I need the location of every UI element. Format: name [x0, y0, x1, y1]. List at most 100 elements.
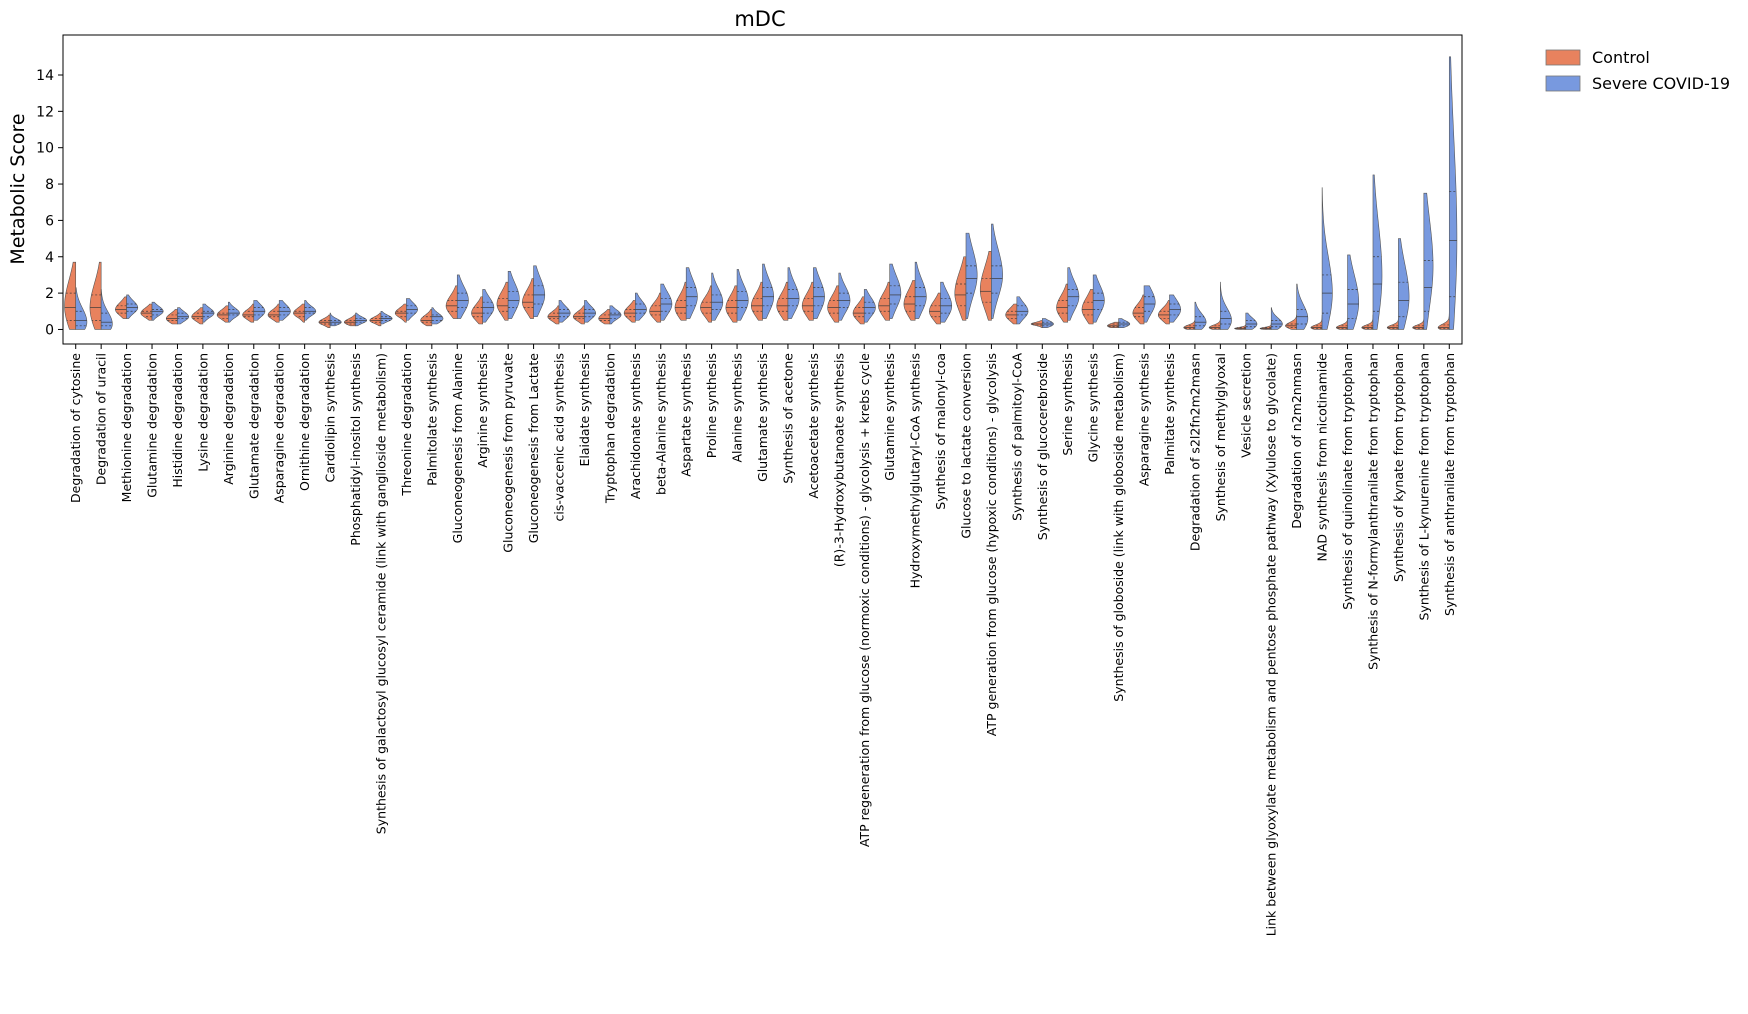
violin-covid-40 [1092, 274, 1105, 323]
violin-covid-4 [177, 307, 189, 325]
violin-control-7 [242, 303, 255, 323]
violin-covid-18-body [533, 265, 546, 318]
violin-covid-39-body [1067, 267, 1080, 321]
violin-covid-35-body [965, 232, 978, 319]
violin-covid-10 [329, 312, 342, 327]
violin-control-2 [115, 296, 127, 319]
violin-control-19 [547, 305, 560, 325]
violin-control-31-body [852, 296, 865, 325]
violin-control-3 [140, 303, 153, 321]
y-tick-label: 6 [45, 213, 54, 229]
violin-control-44 [1183, 320, 1196, 330]
y-tick-label: 8 [45, 177, 54, 193]
violin-control-50 [1336, 318, 1348, 330]
x-tick-label: Cardiolipin synthesis [323, 353, 338, 482]
violin-control-40-body [1081, 289, 1094, 325]
x-tick-label: Glucose to lactate conversion [958, 353, 973, 539]
x-tick-label: Arginine synthesis [475, 353, 490, 468]
violin-control-41 [1107, 321, 1119, 328]
violin-control-6-body [216, 305, 229, 323]
y-tick-label: 12 [36, 104, 54, 120]
violin-control-18-body [522, 278, 534, 319]
x-tick-label: Aspartate synthesis [679, 353, 694, 477]
violin-control-28 [776, 281, 789, 321]
x-tick-label: Synthesis of palmitoyl-CoA [1009, 353, 1024, 521]
x-tick-label: Hydroxymethylglutaryl-CoA synthesis [908, 353, 923, 588]
x-tick-label: Synthesis of glucocerebroside [1035, 353, 1050, 541]
violin-covid-33 [914, 261, 927, 319]
x-tick-label: Degradation of n2m2nmasn [1289, 353, 1304, 529]
violin-control-13 [394, 303, 407, 323]
violin-covid-28 [787, 267, 800, 319]
violin-control-16 [471, 296, 483, 325]
x-tick-label: Tryptophan degradation [602, 353, 617, 504]
violin-covid-23-body [660, 283, 673, 321]
violin-control-24 [674, 281, 687, 321]
violin-covid-6 [228, 301, 240, 323]
violin-control-18 [522, 278, 534, 319]
violin-covid-51 [1372, 174, 1383, 330]
x-tick-label: Phosphatidyl-inositol synthesis [348, 353, 363, 546]
violin-control-45 [1208, 318, 1221, 330]
violin-control-23 [649, 292, 662, 323]
violin-control-53 [1412, 318, 1425, 330]
violin-covid-4-body [177, 307, 189, 325]
violin-covid-34 [940, 281, 953, 323]
violin-control-20-body [572, 305, 585, 325]
violin-control-31 [852, 296, 865, 325]
violin-covid-18 [533, 265, 546, 318]
violin-control-23-body [649, 292, 662, 323]
violin-control-5-body [191, 307, 204, 325]
violin-control-10-body [318, 314, 331, 328]
x-tick-label: Lysine degradation [195, 353, 210, 472]
violin-covid-11-body [355, 312, 368, 327]
violin-control-52 [1386, 318, 1399, 330]
violin-covid-19 [558, 300, 571, 323]
violin-control-17-body [496, 281, 509, 321]
violin-covid-32 [889, 263, 902, 319]
violin-control-4 [165, 309, 178, 325]
violin-covid-12 [380, 310, 393, 325]
violin-covid-44-body [1194, 301, 1207, 330]
violin-covid-47 [1270, 307, 1283, 330]
violin-covid-6-body [228, 301, 240, 323]
x-tick-label: Glutamine synthesis [882, 353, 897, 481]
violin-control-48-body [1285, 314, 1297, 330]
violin-control-2-body [115, 296, 127, 319]
violin-control-35 [954, 256, 967, 321]
violin-covid-3 [151, 301, 164, 321]
violin-covid-31-body [863, 289, 876, 323]
y-tick-label: 0 [45, 322, 54, 338]
violin-covid-2-body [126, 294, 139, 319]
violin-control-21-body [598, 309, 611, 325]
violin-control-38 [1030, 320, 1043, 328]
y-tick-label: 14 [36, 68, 54, 84]
violin-covid-36-body [991, 223, 1003, 319]
violin-covid-1 [100, 289, 113, 330]
violin-control-44-body [1183, 320, 1196, 330]
violin-control-46 [1234, 323, 1247, 330]
violin-covid-45-body [1220, 281, 1232, 330]
violin-covid-53-body [1423, 192, 1434, 330]
x-tick-label: Threonine degradation [399, 353, 414, 497]
violin-covid-22 [635, 292, 647, 321]
violin-control-21 [598, 309, 611, 325]
violin-covid-43 [1169, 294, 1181, 323]
violin-control-15-body [445, 285, 458, 319]
violin-covid-52-body [1398, 238, 1410, 330]
violin-covid-34-body [940, 281, 953, 323]
violin-covid-26-body [736, 269, 749, 321]
violin-covid-26 [736, 269, 749, 321]
violin-covid-0 [75, 287, 88, 330]
x-tick-label: Synthesis of quinolinate from tryptophan [1340, 353, 1355, 610]
legend-swatch-severe-covid [1545, 75, 1581, 92]
x-tick-label: Synthesis of globoside (link with globos… [1111, 353, 1126, 702]
violin-covid-7-body [253, 300, 266, 321]
x-tick-label: Degradation of cytosine [68, 353, 83, 503]
violin-covid-2 [126, 294, 139, 319]
x-tick-label: Degradation of uracil [94, 353, 109, 485]
violin-covid-31 [863, 289, 876, 323]
violin-covid-30 [838, 272, 851, 321]
violin-covid-53 [1423, 192, 1434, 330]
violin-control-49 [1310, 314, 1323, 330]
